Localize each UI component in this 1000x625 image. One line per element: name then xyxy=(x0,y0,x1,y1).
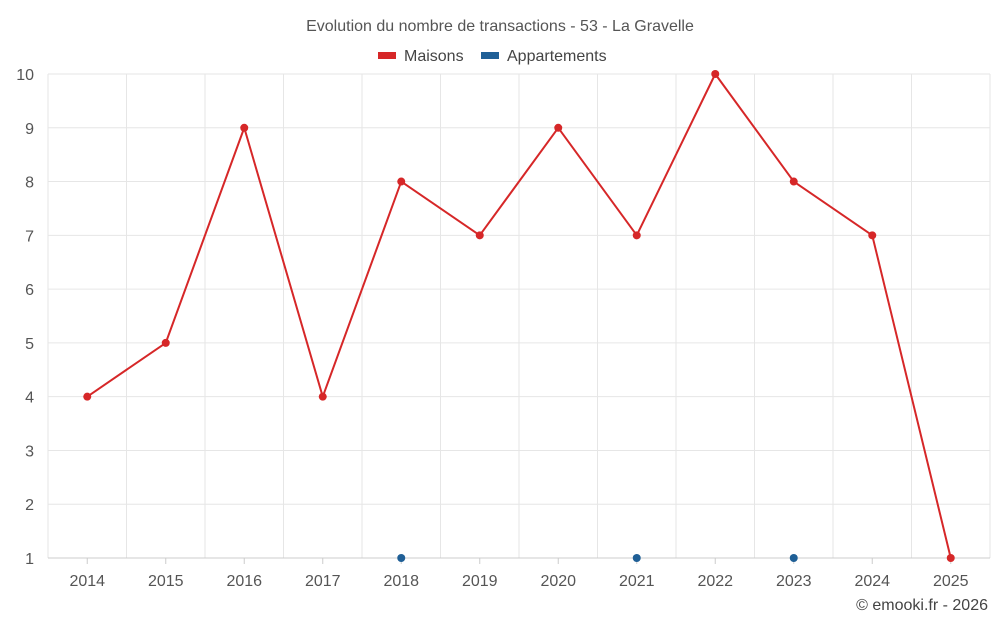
chart-title: Evolution du nombre de transactions - 53… xyxy=(306,18,694,35)
x-tick-label: 2024 xyxy=(854,573,890,590)
series-appartements xyxy=(397,554,798,562)
x-tick-label: 2021 xyxy=(619,573,655,590)
series-maisons xyxy=(83,70,955,562)
x-tick-label: 2023 xyxy=(776,573,812,590)
y-tick-label: 10 xyxy=(16,67,34,84)
x-tick-label: 2020 xyxy=(540,573,576,590)
data-point-maisons xyxy=(554,123,563,132)
grid xyxy=(47,73,991,559)
x-tick-label: 2025 xyxy=(933,573,969,590)
y-tick-label: 9 xyxy=(25,121,34,138)
x-tick-label: 2014 xyxy=(69,573,105,590)
x-tick-label: 2018 xyxy=(383,573,419,590)
y-tick-label: 2 xyxy=(25,497,34,514)
data-point-maisons xyxy=(711,70,720,78)
y-tick-label: 8 xyxy=(25,175,34,192)
data-point-maisons xyxy=(946,554,955,562)
data-point-maisons xyxy=(789,177,798,186)
x-tick-label: 2019 xyxy=(462,573,498,590)
x-tick-label: 2022 xyxy=(697,573,733,590)
legend-label-appartements: Appartements xyxy=(507,48,607,65)
data-point-maisons xyxy=(475,231,484,240)
y-tick-label: 3 xyxy=(25,443,34,460)
y-tick-label: 7 xyxy=(25,228,34,245)
data-point-appartements xyxy=(789,554,798,562)
legend: Maisons Appartements xyxy=(378,48,607,65)
x-tick-label: 2016 xyxy=(226,573,262,590)
legend-label-maisons: Maisons xyxy=(404,48,464,65)
data-point-maisons xyxy=(240,123,249,132)
data-point-appartements xyxy=(632,554,641,562)
y-tick-label: 6 xyxy=(25,282,34,299)
data-point-maisons xyxy=(397,177,406,186)
axes: 1 2 3 4 5 6 7 8 9 10 2014 2015 2016 2017 2018 2019 2020 2… xyxy=(16,67,990,590)
y-tick-label: 5 xyxy=(25,336,34,353)
y-tick-label: 1 xyxy=(25,551,34,568)
data-point-maisons xyxy=(868,231,877,240)
legend-swatch-appartements xyxy=(481,52,499,59)
x-tick-label: 2017 xyxy=(305,573,341,590)
y-tick-label: 4 xyxy=(25,390,34,407)
x-tick-label: 2015 xyxy=(148,573,184,590)
data-point-maisons xyxy=(83,392,92,401)
series-layer xyxy=(83,70,955,562)
data-point-maisons xyxy=(318,392,327,401)
data-point-appartements xyxy=(397,554,406,562)
credit-text: © emooki.fr - 2026 xyxy=(856,597,988,614)
data-point-maisons xyxy=(161,338,170,347)
data-point-maisons xyxy=(632,231,641,240)
legend-swatch-maisons xyxy=(378,52,396,59)
series-line-maisons xyxy=(86,73,952,559)
